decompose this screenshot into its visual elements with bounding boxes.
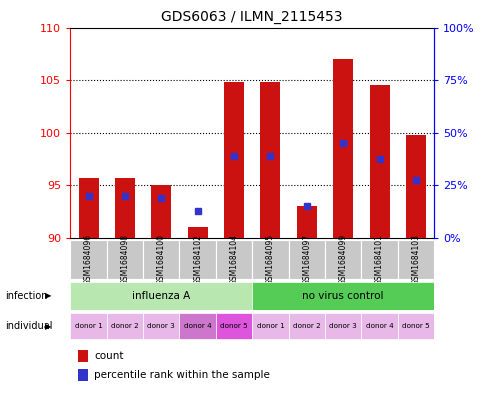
Bar bbox=[252, 313, 288, 340]
Bar bbox=[106, 240, 143, 279]
Text: GSM1684101: GSM1684101 bbox=[374, 234, 383, 285]
Text: no virus control: no virus control bbox=[302, 291, 383, 301]
Text: donor 4: donor 4 bbox=[183, 323, 211, 329]
Bar bbox=[288, 240, 324, 279]
Text: GSM1684097: GSM1684097 bbox=[302, 234, 311, 285]
Text: ▶: ▶ bbox=[45, 291, 51, 300]
Text: donor 1: donor 1 bbox=[75, 323, 102, 329]
Bar bbox=[70, 240, 106, 279]
Title: GDS6063 / ILMN_2115453: GDS6063 / ILMN_2115453 bbox=[161, 10, 342, 24]
Bar bbox=[397, 313, 433, 340]
Text: donor 2: donor 2 bbox=[292, 323, 320, 329]
Text: percentile rank within the sample: percentile rank within the sample bbox=[94, 370, 269, 380]
Text: count: count bbox=[94, 351, 123, 361]
Bar bbox=[324, 313, 361, 340]
Bar bbox=[70, 281, 252, 310]
Text: donor 5: donor 5 bbox=[220, 323, 247, 329]
Text: donor 2: donor 2 bbox=[111, 323, 138, 329]
Bar bbox=[70, 313, 106, 340]
Text: infection: infection bbox=[5, 291, 47, 301]
Text: GSM1684100: GSM1684100 bbox=[156, 234, 166, 285]
Bar bbox=[224, 82, 243, 238]
Bar bbox=[77, 369, 88, 381]
Text: GSM1684096: GSM1684096 bbox=[84, 234, 93, 285]
Text: donor 5: donor 5 bbox=[401, 323, 429, 329]
Bar bbox=[179, 313, 215, 340]
Bar bbox=[151, 185, 171, 238]
Text: donor 3: donor 3 bbox=[329, 323, 356, 329]
Bar bbox=[179, 240, 215, 279]
Text: GSM1684103: GSM1684103 bbox=[410, 234, 420, 285]
Text: donor 3: donor 3 bbox=[147, 323, 175, 329]
Bar bbox=[115, 178, 135, 238]
Text: donor 1: donor 1 bbox=[256, 323, 284, 329]
Text: GSM1684098: GSM1684098 bbox=[120, 234, 129, 285]
Bar bbox=[361, 313, 397, 340]
Bar bbox=[77, 350, 88, 362]
Bar bbox=[397, 240, 433, 279]
Bar bbox=[324, 240, 361, 279]
Bar bbox=[288, 313, 324, 340]
Text: influenza A: influenza A bbox=[132, 291, 190, 301]
Text: ▶: ▶ bbox=[45, 322, 51, 331]
Bar bbox=[333, 59, 352, 238]
Bar bbox=[369, 85, 389, 238]
Bar bbox=[361, 240, 397, 279]
Text: GSM1684102: GSM1684102 bbox=[193, 234, 202, 285]
Bar bbox=[143, 313, 179, 340]
Text: GSM1684095: GSM1684095 bbox=[265, 234, 274, 285]
Text: individual: individual bbox=[5, 321, 52, 331]
Bar bbox=[187, 227, 207, 238]
Bar bbox=[106, 313, 143, 340]
Bar bbox=[260, 82, 280, 238]
Bar bbox=[296, 206, 316, 238]
Text: GSM1684099: GSM1684099 bbox=[338, 234, 347, 285]
Bar bbox=[405, 135, 425, 238]
Text: GSM1684104: GSM1684104 bbox=[229, 234, 238, 285]
Text: donor 4: donor 4 bbox=[365, 323, 393, 329]
Bar bbox=[215, 313, 252, 340]
Bar bbox=[143, 240, 179, 279]
Bar bbox=[78, 178, 98, 238]
Bar bbox=[252, 240, 288, 279]
Bar bbox=[215, 240, 252, 279]
Bar bbox=[252, 281, 433, 310]
